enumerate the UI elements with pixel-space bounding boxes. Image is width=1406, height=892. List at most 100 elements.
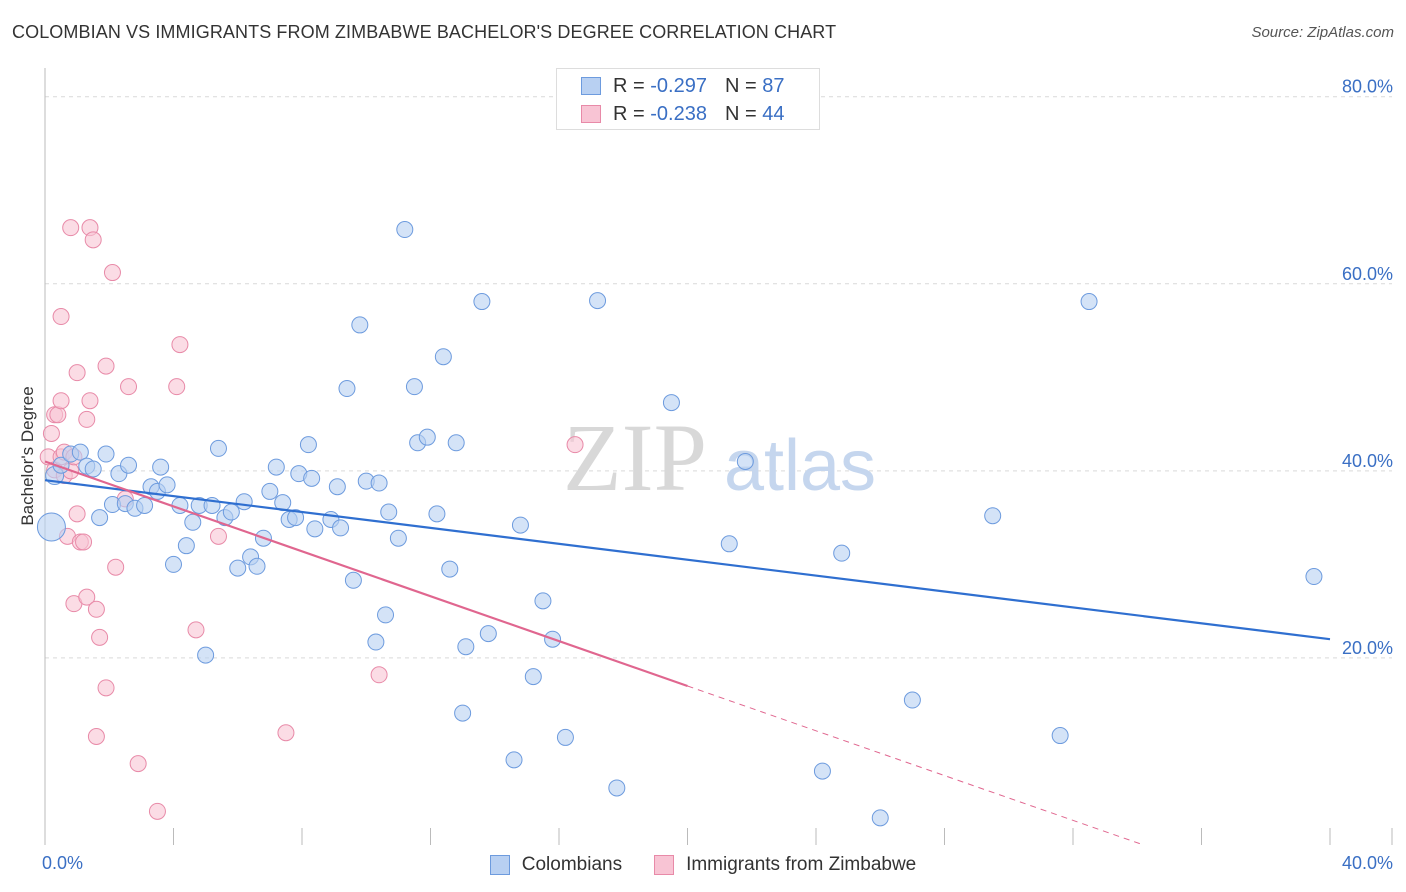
colombian-point xyxy=(303,469,321,487)
zimbabwe-point xyxy=(107,558,125,576)
zimbabwe-point xyxy=(52,392,70,410)
colombian-point xyxy=(396,221,414,239)
colombian-point xyxy=(377,606,395,624)
series-zimbabwe-points xyxy=(39,219,584,820)
series-legend: Colombians Immigrants from Zimbabwe xyxy=(0,852,1406,878)
colombian-point xyxy=(97,445,115,463)
colombian-point xyxy=(351,316,369,334)
r-value-zimbabwe: -0.238 xyxy=(650,102,707,125)
zimbabwe-point xyxy=(129,755,147,773)
colombian-point xyxy=(473,293,491,311)
colombian-point xyxy=(441,560,459,578)
zimbabwe-point xyxy=(87,727,105,745)
colombian-point xyxy=(447,434,465,452)
colombian-point xyxy=(91,509,109,527)
zimbabwe-point xyxy=(68,505,86,523)
legend-swatch-zimbabwe xyxy=(654,855,675,875)
swatch-zimbabwe xyxy=(581,105,601,123)
zimbabwe-point xyxy=(370,666,388,684)
zimbabwe-point xyxy=(52,308,70,326)
zimbabwe-point xyxy=(75,533,93,551)
legend-item-zimbabwe[interactable]: Immigrants from Zimbabwe xyxy=(654,854,916,876)
colombian-point xyxy=(184,513,202,531)
zimbabwe-point xyxy=(49,406,67,424)
colombian-point xyxy=(177,537,195,555)
colombian-point xyxy=(556,728,574,746)
trend-lines xyxy=(44,460,1331,846)
colombian-point xyxy=(1051,727,1069,745)
colombian-point xyxy=(197,646,215,664)
colombian-point xyxy=(209,439,227,457)
stats-legend: R = -0.297 N = 87 R = -0.238 N = 44 xyxy=(556,68,820,130)
axes xyxy=(44,68,1393,845)
trend-line-colombians xyxy=(44,479,1331,641)
colombian-point xyxy=(152,458,170,476)
colombian-point xyxy=(479,625,497,643)
series-colombians-points xyxy=(36,221,1323,827)
r-label: R = xyxy=(613,102,645,125)
legend-swatch-colombians xyxy=(489,855,510,875)
colombian-point xyxy=(306,520,324,538)
colombian-point xyxy=(1305,568,1323,586)
colombian-point xyxy=(235,493,253,511)
legend-item-colombians[interactable]: Colombians xyxy=(489,854,622,876)
colombian-point xyxy=(370,474,388,492)
colombian-point xyxy=(338,380,356,398)
colombian-point xyxy=(428,505,446,523)
colombian-point xyxy=(454,704,472,722)
colombian-point xyxy=(511,516,529,534)
zimbabwe-point xyxy=(78,410,96,428)
x-tick-label-min: 0.0% xyxy=(42,853,83,873)
y-tick-label: 40.0% xyxy=(1342,451,1393,471)
colombian-point xyxy=(36,512,66,542)
y-tick-label: 60.0% xyxy=(1342,264,1393,284)
zimbabwe-point xyxy=(148,802,166,820)
colombian-point xyxy=(457,638,475,656)
source-label: Source: ZipAtlas.com xyxy=(1251,24,1394,41)
n-label: N = xyxy=(724,74,757,97)
r-value-colombians: -0.297 xyxy=(650,74,707,97)
n-value-zimbabwe: 44 xyxy=(762,102,785,125)
trend-line-zimbabwe xyxy=(44,460,688,688)
x-tick-label-max: 40.0% xyxy=(1342,853,1393,873)
colombian-point xyxy=(524,668,542,686)
n-value-colombians: 87 xyxy=(762,74,785,97)
tick-labels: 20.0% 40.0% 60.0% 80.0% 0.0% 40.0% xyxy=(42,77,1393,873)
colombian-point xyxy=(589,292,607,310)
colombian-point xyxy=(418,428,436,446)
stats-row-zimbabwe: R = -0.238 N = 44 xyxy=(581,101,784,127)
zimbabwe-point xyxy=(168,378,186,396)
zimbabwe-point xyxy=(209,527,227,545)
zimbabwe-point xyxy=(187,621,205,639)
colombian-point xyxy=(332,519,350,537)
zimbabwe-point xyxy=(68,364,86,382)
r-label: R = xyxy=(613,74,645,97)
zimbabwe-point xyxy=(78,588,96,606)
zimbabwe-point xyxy=(120,378,138,396)
zimbabwe-point xyxy=(87,600,105,618)
colombian-point xyxy=(505,751,523,769)
colombian-point xyxy=(158,476,176,494)
y-axis-title: Bachelor's Degree xyxy=(18,386,37,526)
zimbabwe-point xyxy=(97,679,115,697)
y-tick-label: 80.0% xyxy=(1342,77,1393,97)
chart-title: COLOMBIAN VS IMMIGRANTS FROM ZIMBABWE BA… xyxy=(12,22,837,42)
watermark: ZIP atlas xyxy=(563,404,876,511)
colombian-point xyxy=(608,779,626,797)
zimbabwe-point xyxy=(91,628,109,646)
colombian-point xyxy=(1080,293,1098,311)
swatch-colombians xyxy=(581,77,601,95)
colombian-point xyxy=(229,559,247,577)
colombian-point xyxy=(287,509,305,527)
colombian-point xyxy=(871,809,889,827)
colombian-point xyxy=(389,529,407,547)
colombian-point xyxy=(165,555,182,573)
zimbabwe-point xyxy=(81,392,99,410)
trend-line-zimbabwe-extension xyxy=(687,685,1144,846)
colombian-point xyxy=(736,453,754,470)
colombian-point xyxy=(903,691,921,709)
colombian-point xyxy=(662,394,680,412)
colombian-point xyxy=(367,633,385,651)
zimbabwe-point xyxy=(84,231,102,249)
